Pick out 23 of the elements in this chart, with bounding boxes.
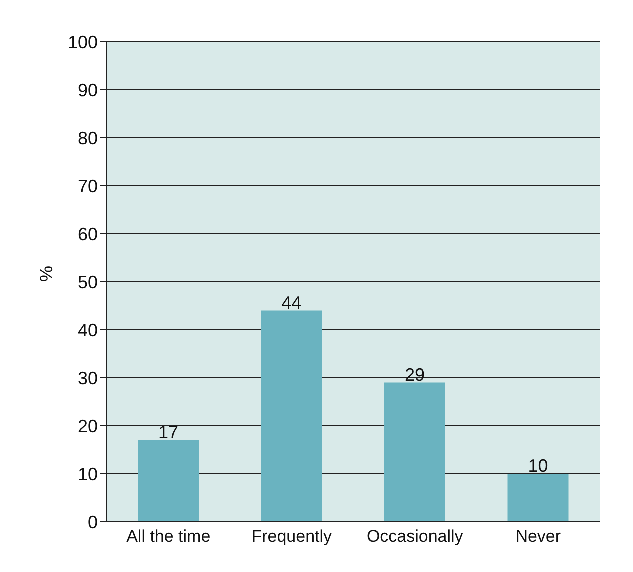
y-tick-label: 0 <box>88 512 98 532</box>
data-label: 10 <box>528 456 548 476</box>
y-tick-label: 70 <box>78 176 98 196</box>
data-label: 17 <box>158 422 179 442</box>
bar <box>261 310 322 522</box>
y-tick-label: 40 <box>78 320 98 340</box>
x-tick-label: Occasionally <box>366 527 464 546</box>
y-tick-label: 50 <box>78 272 98 292</box>
y-tick-label: 100 <box>68 32 98 52</box>
data-label: 44 <box>282 292 302 313</box>
y-axis-title: % <box>36 266 56 282</box>
bar <box>508 474 569 522</box>
y-tick-label: 80 <box>78 128 98 148</box>
y-tick-label: 60 <box>78 224 98 244</box>
y-tick-label: 10 <box>78 464 98 484</box>
x-tick-label: Never <box>516 527 562 546</box>
bar <box>384 382 446 522</box>
bar <box>138 440 199 522</box>
y-tick-label: 20 <box>78 416 98 436</box>
x-tick-label: Frequently <box>252 527 333 546</box>
y-tick-label: 30 <box>78 368 98 388</box>
y-tick-label: 90 <box>78 80 98 100</box>
x-tick-label: All the time <box>126 527 211 546</box>
